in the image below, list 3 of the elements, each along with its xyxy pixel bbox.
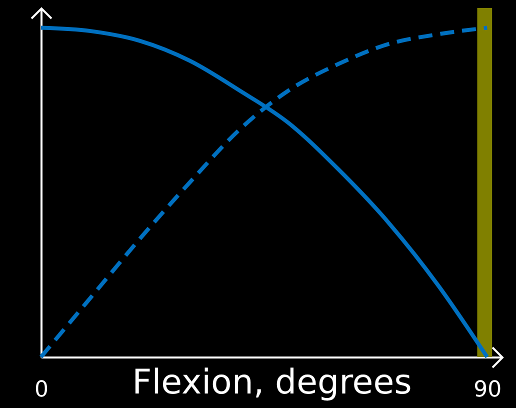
x-tick-label: 90 bbox=[474, 378, 502, 402]
x-axis-title: Flexion, degrees bbox=[132, 362, 412, 402]
x-tick-label: 0 bbox=[34, 378, 48, 402]
